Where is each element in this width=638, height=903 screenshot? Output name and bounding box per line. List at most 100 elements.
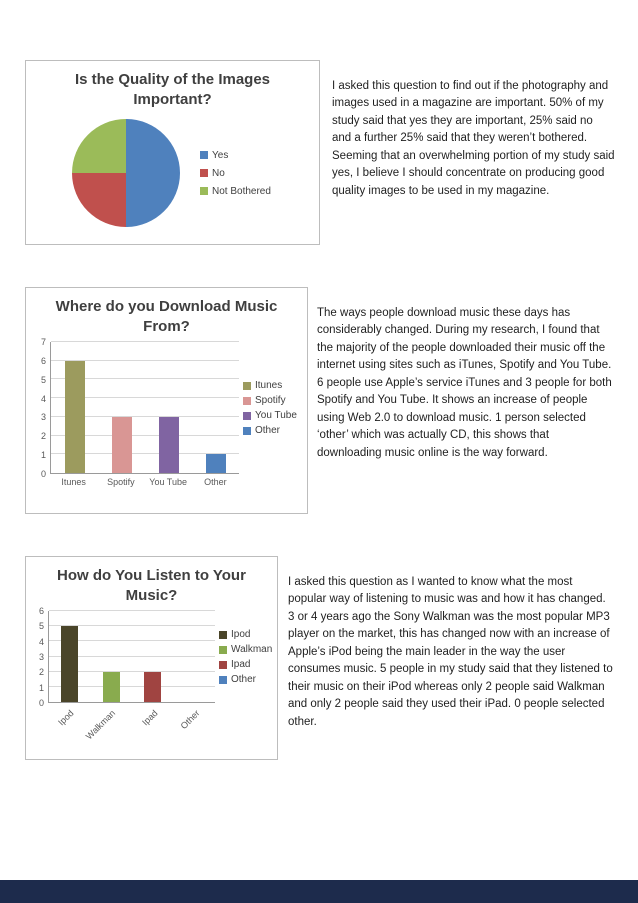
gridline: [49, 655, 215, 657]
x-axis-label: Itunes: [50, 474, 97, 500]
legend-label: Other: [255, 425, 281, 436]
legend-item: Spotify: [243, 395, 297, 406]
legend-label: No: [212, 167, 225, 179]
legend-item: Ipod: [219, 629, 272, 640]
footer-bar: [0, 880, 638, 903]
x-axis: Ipod Walkman Ipad Other: [48, 703, 215, 755]
y-tick-label: 0: [38, 698, 44, 708]
x-axis-label-text: Walkman: [84, 708, 118, 742]
y-tick-label: 2: [40, 431, 46, 442]
x-axis-label-text: Ipod: [56, 708, 76, 728]
legend-item: You Tube: [243, 410, 297, 421]
legend-swatch: [243, 411, 251, 420]
chart-legend: Itunes Spotify You Tube Other: [239, 376, 297, 440]
bar-chart-download: 0 1 2 3 4 5 6 7 Itunes Spotify You Tube Other Itun…: [34, 337, 301, 500]
bars: [51, 342, 239, 473]
analysis-paragraph: The ways people download music these day…: [317, 307, 612, 459]
bar-slot: [51, 342, 98, 473]
x-axis-label: Other: [173, 703, 215, 755]
y-tick-label: 7: [40, 337, 46, 347]
x-axis-label: Other: [192, 474, 239, 500]
pie-row: Yes No Not Bothered: [26, 119, 319, 227]
bar-chart-listen: 0 1 2 3 4 5 6 Ipod Walkman Ipad Other Ipod Walkman…: [34, 606, 272, 755]
bar-ipad: [144, 671, 162, 702]
legend-swatch: [219, 660, 227, 669]
chart-legend: Ipod Walkman Ipad Other: [215, 625, 272, 689]
y-tick-label: 5: [40, 374, 46, 385]
y-tick-label: 0: [40, 469, 46, 479]
y-tick-label: 4: [38, 636, 44, 647]
gridline: [49, 610, 215, 611]
bar-walkman: [102, 671, 120, 702]
legend-item: Yes: [200, 150, 271, 161]
legend-item: Not Bothered: [200, 186, 271, 197]
gridline: [49, 640, 215, 642]
bar-spotify: [111, 416, 132, 473]
legend-item: Ipad: [219, 659, 272, 670]
x-axis-label: Walkman: [84, 703, 132, 755]
legend-swatch: [200, 169, 208, 177]
legend-swatch: [243, 426, 251, 435]
legend-label: Not Bothered: [212, 185, 271, 197]
x-axis-label-text: Itunes: [61, 477, 86, 487]
gridline: [51, 453, 239, 455]
legend-item: Other: [243, 425, 297, 436]
bar-ipod: [61, 626, 79, 702]
gridline: [51, 434, 239, 436]
x-axis-label: You Tube: [145, 474, 192, 500]
bar-other: [205, 454, 226, 473]
x-axis-label: Ipod: [48, 703, 90, 755]
x-axis-label-text: Ipad: [139, 708, 160, 728]
bar-itunes: [64, 360, 85, 473]
bar-slot: [91, 611, 133, 702]
bar-slot: [132, 611, 174, 702]
bar-slot: [174, 611, 216, 702]
gridline: [49, 685, 215, 687]
legend-swatch: [200, 151, 208, 159]
chart-title: Where do you Download Music From?: [55, 298, 278, 335]
x-axis-label-text: Other: [204, 477, 227, 487]
x-axis-label-text: Other: [178, 708, 202, 731]
x-axis-label-text: You Tube: [149, 477, 187, 487]
legend-swatch: [243, 396, 251, 405]
y-tick-label: 5: [38, 621, 44, 632]
legend-swatch: [243, 381, 251, 390]
section-listening-device: How do You Listen to Your Music? 0 1 2 3 4 5 6…: [25, 556, 613, 760]
x-axis-label: Ipad: [132, 703, 174, 755]
x-axis-label: Spotify: [97, 474, 144, 500]
section-download-source: Where do you Download Music From? 0 1 2 3 4 5…: [25, 287, 615, 514]
bar-chart-box-listen: How do You Listen to Your Music? 0 1 2 3 4 5 6…: [25, 556, 278, 760]
chart-title: How do You Listen to Your Music?: [57, 567, 246, 604]
bar-slot: [192, 342, 239, 473]
legend-swatch: [200, 187, 208, 195]
legend-label: Yes: [212, 149, 229, 161]
gridline: [49, 670, 215, 672]
legend-label: Itunes: [255, 380, 283, 391]
bar-slot: [49, 611, 91, 702]
analysis-paragraph: I asked this question to find out if the…: [332, 80, 615, 197]
y-axis: 0 1 2 3 4 5 6 7: [34, 337, 50, 479]
legend-label: Walkman: [231, 644, 273, 655]
legend-item: No: [200, 168, 271, 179]
gridline: [49, 625, 215, 627]
chart-title: Is the Quality of the Images Important?: [74, 71, 271, 108]
gridline: [51, 341, 239, 342]
legend-item: Itunes: [243, 380, 297, 391]
legend-label: Other: [231, 674, 257, 685]
x-axis-label-text: Spotify: [107, 477, 135, 487]
legend-swatch: [219, 675, 227, 684]
pie-legend: Yes No Not Bothered: [200, 143, 271, 204]
legend-item: Other: [219, 674, 272, 685]
legend-label: Ipad: [231, 659, 251, 670]
y-tick-label: 4: [40, 393, 46, 404]
y-tick-label: 3: [40, 412, 46, 423]
gridline: [51, 415, 239, 417]
y-tick-label: 1: [38, 682, 44, 693]
gridline: [51, 397, 239, 399]
y-tick-label: 1: [40, 450, 46, 461]
plot-area: [48, 610, 216, 703]
pie-chart-box: Is the Quality of the Images Important? …: [25, 60, 320, 245]
y-tick-label: 3: [38, 652, 44, 662]
y-axis: 0 1 2 3 4 5 6: [34, 606, 48, 708]
bar-chart-box-download: Where do you Download Music From? 0 1 2 3 4 5…: [25, 287, 308, 514]
